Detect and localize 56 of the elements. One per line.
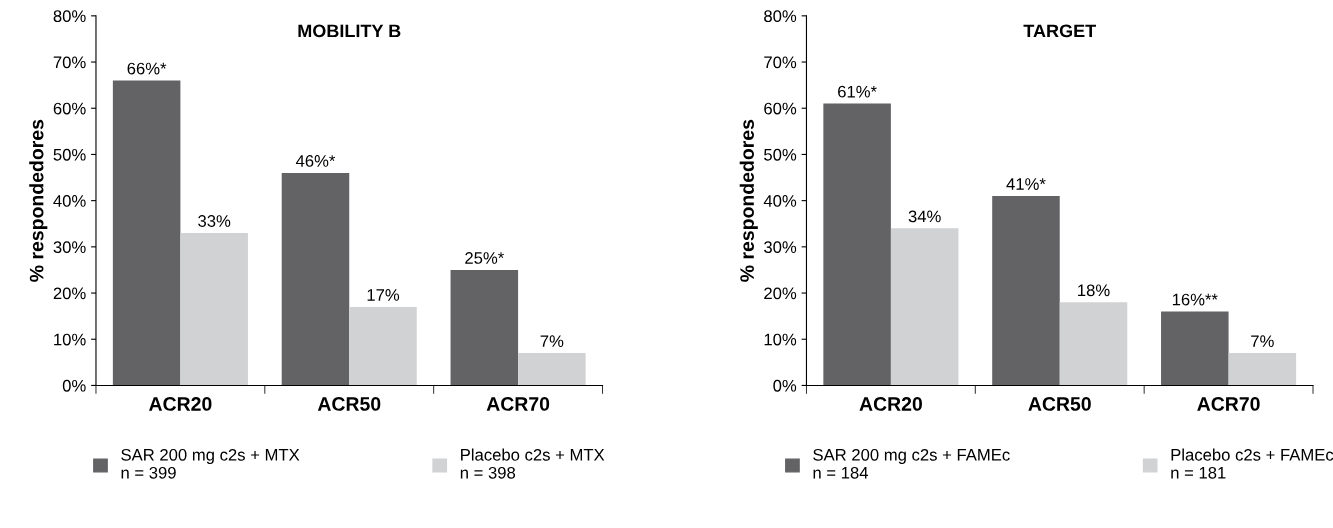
data-label: 61%* xyxy=(838,85,877,98)
legend-label: Placebo c2s + MTX n = 398 xyxy=(460,448,605,479)
bar xyxy=(890,228,959,386)
data-label: 41%* xyxy=(1006,178,1046,190)
bar xyxy=(518,353,586,386)
data-label: 25%* xyxy=(465,252,504,264)
data-label: 16%** xyxy=(1172,293,1218,306)
legend-label: Placebo c2s + FAMEc n = 181 xyxy=(1171,448,1333,479)
legend-label: SAR 200 mg c2s + FAMEc n = 184 xyxy=(813,448,1010,479)
data-label: 7% xyxy=(1251,335,1274,347)
y-tick-label: 80% xyxy=(53,10,86,23)
y-tick-label: 20% xyxy=(53,287,86,300)
y-tick-label: 10% xyxy=(54,333,86,346)
data-label: 33% xyxy=(198,215,231,227)
bar xyxy=(1161,311,1229,386)
data-label: 66%* xyxy=(127,62,167,75)
y-tick-label: 50% xyxy=(53,148,86,161)
chart-title: MOBILITY B xyxy=(298,24,401,38)
y-tick-label: 0% xyxy=(62,379,86,392)
y-tick-label: 80% xyxy=(764,10,797,23)
y-tick-label: 60% xyxy=(53,102,86,115)
data-label: 7% xyxy=(540,335,564,347)
bar xyxy=(992,196,1060,386)
data-label: 17% xyxy=(367,289,400,301)
y-tick-label: 50% xyxy=(764,148,797,161)
y-axis-title: % respondedores xyxy=(29,119,48,282)
y-tick-label: 40% xyxy=(763,195,797,207)
x-tick-label: ACR70 xyxy=(1197,397,1260,411)
legend-label: SAR 200 mg c2s + MTX n = 399 xyxy=(121,448,300,479)
y-tick-label: 30% xyxy=(53,241,86,254)
bar xyxy=(450,269,519,386)
x-tick-label: ACR50 xyxy=(1028,397,1091,411)
bar xyxy=(1059,302,1128,386)
bar xyxy=(180,232,248,386)
bar xyxy=(823,103,891,386)
y-tick-label: 70% xyxy=(53,56,86,69)
x-tick-label: ACR20 xyxy=(149,397,212,411)
x-tick-label: ACR20 xyxy=(859,397,922,411)
data-label: 46%* xyxy=(295,155,336,167)
bar xyxy=(281,172,350,386)
chart-title: TARGET xyxy=(1023,24,1096,38)
y-tick-label: 40% xyxy=(53,195,86,207)
data-label: 18% xyxy=(1078,284,1110,297)
y-tick-label: 60% xyxy=(764,102,797,115)
y-tick-label: 70% xyxy=(764,56,797,69)
y-axis-title: % respondedores xyxy=(739,119,758,282)
bar xyxy=(349,306,417,386)
x-tick-label: ACR50 xyxy=(317,397,381,411)
x-tick-label: ACR70 xyxy=(486,397,550,411)
y-tick-label: 30% xyxy=(764,241,797,254)
bar xyxy=(1228,353,1297,386)
bar xyxy=(112,80,181,386)
y-tick-label: 20% xyxy=(764,287,797,300)
data-label: 34% xyxy=(908,210,941,223)
y-tick-label: 0% xyxy=(773,379,797,392)
y-tick-label: 10% xyxy=(764,333,797,346)
